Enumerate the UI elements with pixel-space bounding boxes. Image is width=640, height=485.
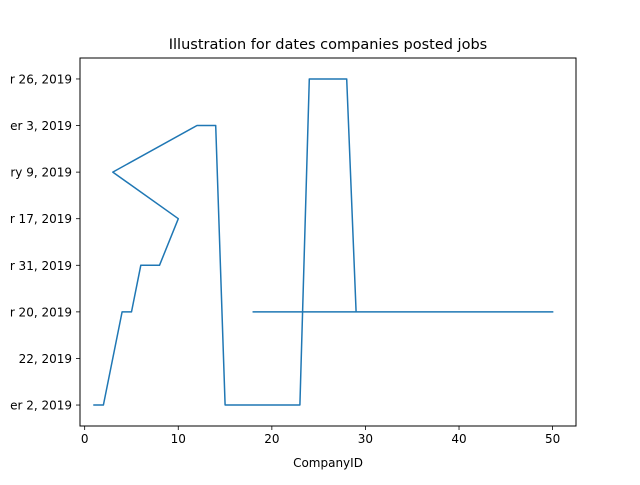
chart-title: Illustration for dates companies posted … [169, 37, 487, 53]
x-tick-label: 30 [358, 432, 373, 446]
y-tick-label: r 26, 2019 [10, 72, 72, 86]
x-tick-label: 40 [451, 432, 466, 446]
x-tick-label: 50 [545, 432, 560, 446]
y-tick-label: ry 9, 2019 [10, 166, 72, 180]
x-tick-label: 10 [171, 432, 186, 446]
x-tick-label: 20 [264, 432, 279, 446]
y-tick-label: er 3, 2019 [10, 119, 72, 133]
series-line-0 [93, 78, 554, 406]
axes-frame [79, 57, 577, 427]
plot-area: 0 10 20 30 40 50 er 2, 2019 22, 2019 r 20, 2019 r… [10, 57, 577, 446]
y-tick-label: r 20, 2019 [10, 305, 72, 319]
y-tick-label: r 31, 2019 [10, 259, 72, 273]
x-tick-label: 0 [81, 432, 89, 446]
y-tick-label: er 2, 2019 [10, 399, 72, 413]
x-axis-label: CompanyID [293, 456, 363, 470]
y-tick-label: 22, 2019 [19, 352, 72, 366]
y-tick-label: r 17, 2019 [10, 212, 72, 226]
